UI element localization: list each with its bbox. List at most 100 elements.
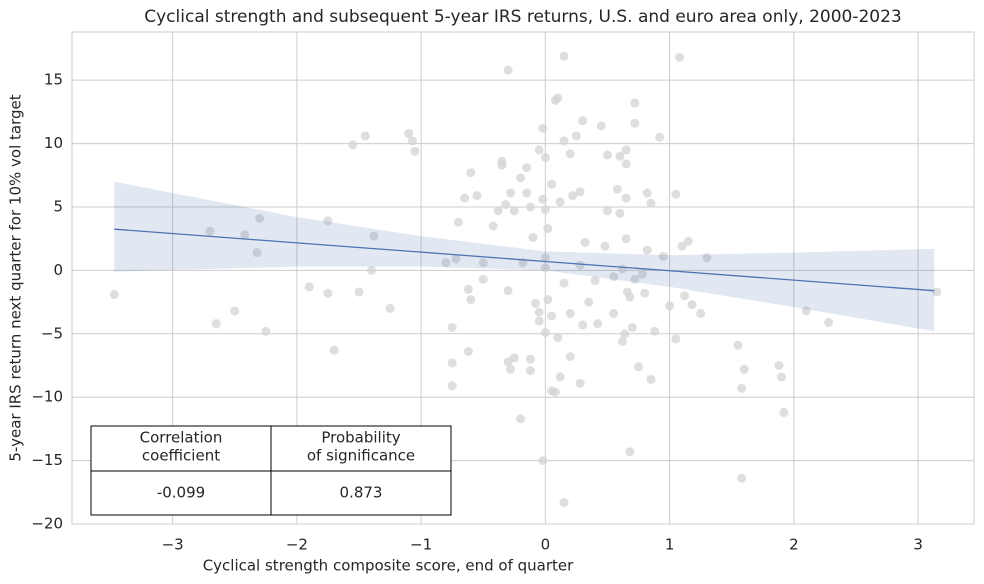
scatter-point [776,372,786,382]
scatter-point [621,159,631,169]
scatter-point [615,208,625,218]
scatter-point [612,184,622,194]
scatter-point [478,274,488,284]
scatter-point [602,206,612,216]
regression-line [114,228,935,292]
scatter-point [478,258,488,268]
scatter-point [609,309,619,319]
scatter-point [774,360,784,370]
scatter-point [522,163,532,173]
scatter-point [360,131,370,141]
scatter-point [565,352,575,362]
scatter-point [575,187,585,197]
y-tick-label: −5 [41,324,63,342]
scatter-point [634,362,644,372]
scatter-point [671,189,681,199]
y-tick-label: −20 [31,515,63,533]
scatter-point [447,381,457,391]
plot-border [71,31,975,525]
scatter-point [516,414,526,424]
scatter-point [677,241,687,251]
scatter-point [534,145,544,155]
scatter-point [348,140,358,150]
scatter-point [621,234,631,244]
scatter-point [683,236,693,246]
scatter-point [553,93,563,103]
scatter-point [617,336,627,346]
scatter-point [211,319,221,329]
scatter-point [540,263,550,273]
scatter-point [650,326,660,336]
scatter-point [323,288,333,298]
scatter-point [323,216,333,226]
y-tick-label: −10 [31,388,63,406]
y-tick-label: 15 [44,71,63,89]
scatter-point [640,288,650,298]
scatter-point [737,473,747,483]
scatter-point [571,131,581,141]
scatter-point [525,354,535,364]
scatter-point [261,326,271,336]
scatter-point [620,329,630,339]
scatter-point [354,287,364,297]
scatter-point [453,217,463,227]
scatter-point [550,387,560,397]
scatter-point [702,253,712,263]
scatter-point [543,295,553,305]
scatter-point [240,230,250,240]
scatter-point [642,188,652,198]
scatter-point [621,145,631,155]
scatter-point [553,333,563,343]
scatter-point [528,232,538,242]
x-tick-label: 2 [789,536,799,554]
scatter-point [559,497,569,507]
scatter-point [621,193,631,203]
scatter-point [646,374,656,384]
scatter-point [540,328,550,338]
scatter-point [205,226,215,236]
scatter-point [547,311,557,321]
scatter-point [687,300,697,310]
table-header: Probability [321,429,400,447]
scatter-point [501,199,511,209]
scatter-point [525,202,535,212]
y-tick-label: 0 [53,261,63,279]
scatter-point [463,347,473,357]
scatter-point [230,306,240,316]
scatter-point [540,153,550,163]
scatter-point [575,378,585,388]
scatter-point [522,188,532,198]
scatter-point [506,364,516,374]
confidence-band [114,181,935,332]
scatter-point [538,194,548,204]
y-tick-label: 10 [44,134,63,152]
scatter-point [596,121,606,131]
scatter-point [466,295,476,305]
scatter-point [509,353,519,363]
scatter-point [932,287,942,297]
scatter-point [538,123,548,133]
scatter-point [565,309,575,319]
scatter-point [578,320,588,330]
scatter-point [630,118,640,128]
table-cell: -0.099 [157,484,205,502]
scatter-point [824,317,834,327]
scatter-point [733,340,743,350]
x-tick-label: −2 [286,536,308,554]
scatter-point [366,265,376,275]
scatter-point [506,188,516,198]
scatter-point [737,383,747,393]
scatter-point [637,269,647,279]
table-header: of significance [307,447,415,465]
scatter-point [540,205,550,215]
scatter-point [538,456,548,466]
scatter-point [575,260,585,270]
scatter-point [463,284,473,294]
scatter-point [525,366,535,376]
scatter-point [329,345,339,355]
scatter-point [497,160,507,170]
scatter-point [516,173,526,183]
scatter-point [568,191,578,201]
scatter-point [369,231,379,241]
y-tick-label: −15 [31,451,63,469]
